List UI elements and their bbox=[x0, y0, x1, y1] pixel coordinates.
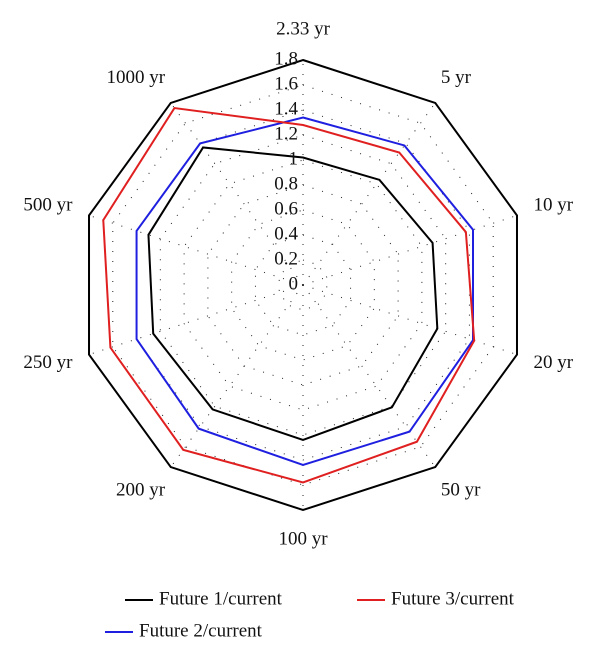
legend-label: Future 2/current bbox=[139, 620, 263, 641]
category-label: 200 yr bbox=[116, 480, 166, 501]
series-line bbox=[102, 106, 476, 484]
category-label: 2.33 yr bbox=[276, 18, 331, 39]
category-label: 5 yr bbox=[441, 67, 472, 88]
legend-label: Future 3/current bbox=[391, 588, 515, 609]
spoke bbox=[302, 284, 518, 356]
r-tick-label: 1.2 bbox=[274, 123, 298, 144]
r-tick-label: 0.4 bbox=[274, 223, 298, 244]
r-tick-label: 1.6 bbox=[274, 73, 298, 94]
spoke bbox=[170, 284, 304, 468]
category-label: 50 yr bbox=[441, 480, 481, 501]
r-tick-label: 1.8 bbox=[274, 48, 298, 69]
grid-ring bbox=[136, 109, 470, 461]
r-tick-label: 0.8 bbox=[274, 173, 298, 194]
spoke bbox=[88, 284, 304, 356]
r-tick-label: 1 bbox=[289, 148, 299, 169]
category-label: 250 yr bbox=[23, 352, 73, 373]
series-line bbox=[135, 116, 475, 467]
category-label: 500 yr bbox=[23, 195, 73, 216]
outer-frame bbox=[88, 58, 518, 512]
grid-ring bbox=[112, 84, 494, 486]
spoke bbox=[302, 214, 518, 286]
r-tick-label: 0.6 bbox=[274, 198, 298, 219]
category-label: 100 yr bbox=[278, 528, 328, 549]
r-tick-label: 0 bbox=[289, 273, 299, 294]
legend-label: Future 1/current bbox=[159, 588, 283, 609]
spoke bbox=[302, 284, 436, 468]
legend: Future 1/current Future 2/current Future 3… bbox=[105, 588, 515, 641]
spoke bbox=[88, 214, 304, 286]
r-tick-label: 0.2 bbox=[274, 248, 298, 269]
r-tick-label: 1.4 bbox=[274, 98, 298, 119]
category-label: 20 yr bbox=[534, 352, 574, 373]
series-line bbox=[147, 146, 439, 442]
category-label: 10 yr bbox=[534, 195, 574, 216]
category-label: 1000 yr bbox=[107, 67, 166, 88]
